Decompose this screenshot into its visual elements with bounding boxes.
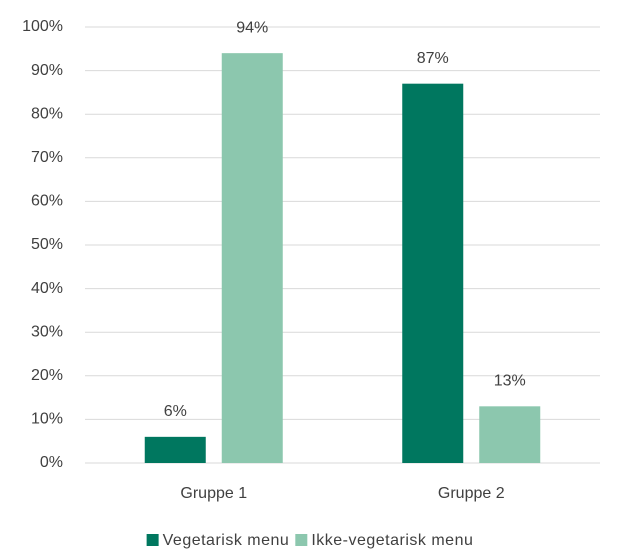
- legend-label: Ikke-vegetarisk menu: [311, 532, 473, 549]
- bar: [144, 436, 206, 463]
- y-tick-label: 50%: [31, 236, 63, 253]
- bar: [402, 83, 464, 464]
- y-tick-label: 0%: [40, 454, 63, 471]
- legend-swatch: [295, 534, 308, 546]
- legend-swatch: [146, 534, 159, 546]
- y-tick-label: 70%: [31, 149, 63, 166]
- value-label: 94%: [236, 19, 268, 36]
- x-tick-label: Gruppe 1: [180, 485, 247, 502]
- y-tick-label: 60%: [31, 193, 63, 210]
- value-label: 6%: [164, 403, 187, 420]
- y-tick-label: 20%: [31, 367, 63, 384]
- bar: [479, 406, 541, 463]
- y-tick-label: 10%: [31, 411, 63, 428]
- legend-label: Vegetarisk menu: [163, 532, 290, 549]
- y-tick-label: 100%: [22, 18, 63, 35]
- bar: [221, 53, 283, 463]
- value-label: 87%: [417, 50, 449, 67]
- y-tick-label: 30%: [31, 323, 63, 340]
- value-label: 13%: [494, 373, 526, 390]
- y-tick-label: 90%: [31, 62, 63, 79]
- y-tick-label: 40%: [31, 280, 63, 297]
- y-tick-label: 80%: [31, 105, 63, 122]
- x-tick-label: Gruppe 2: [438, 485, 505, 502]
